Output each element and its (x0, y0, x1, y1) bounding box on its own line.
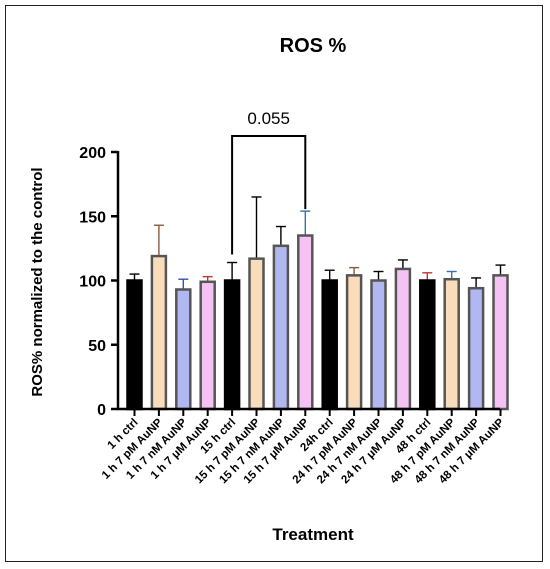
bar (370, 279, 387, 411)
y-tick-label: 50 (88, 338, 106, 355)
y-tick-label: 200 (79, 145, 106, 162)
bar (443, 277, 460, 411)
bar (248, 257, 265, 411)
bar (345, 274, 363, 411)
y-tick-label: 100 (79, 274, 106, 291)
bar (492, 274, 509, 411)
y-axis-ticks: 0 50 100 150 200 (79, 145, 118, 419)
bar (297, 234, 314, 411)
bars (126, 196, 509, 411)
bar (223, 279, 241, 411)
bar (126, 279, 143, 411)
bar (467, 286, 485, 411)
p-value-label: 0.055 (247, 109, 290, 128)
significance-annotation: 0.055 (231, 109, 307, 255)
bar (150, 254, 168, 411)
bar (199, 280, 216, 411)
chart-title: ROS % (280, 35, 347, 57)
bar (419, 279, 436, 411)
y-tick-label: 150 (79, 209, 106, 226)
x-axis-label: Treatment (272, 525, 354, 544)
bar (272, 244, 290, 411)
y-axis-label: ROS% normalized to the control (29, 167, 46, 396)
bar (394, 267, 412, 411)
significance-bracket (231, 135, 307, 255)
y-tick-label: 0 (97, 402, 106, 419)
bar (175, 288, 192, 411)
bar (321, 279, 338, 411)
